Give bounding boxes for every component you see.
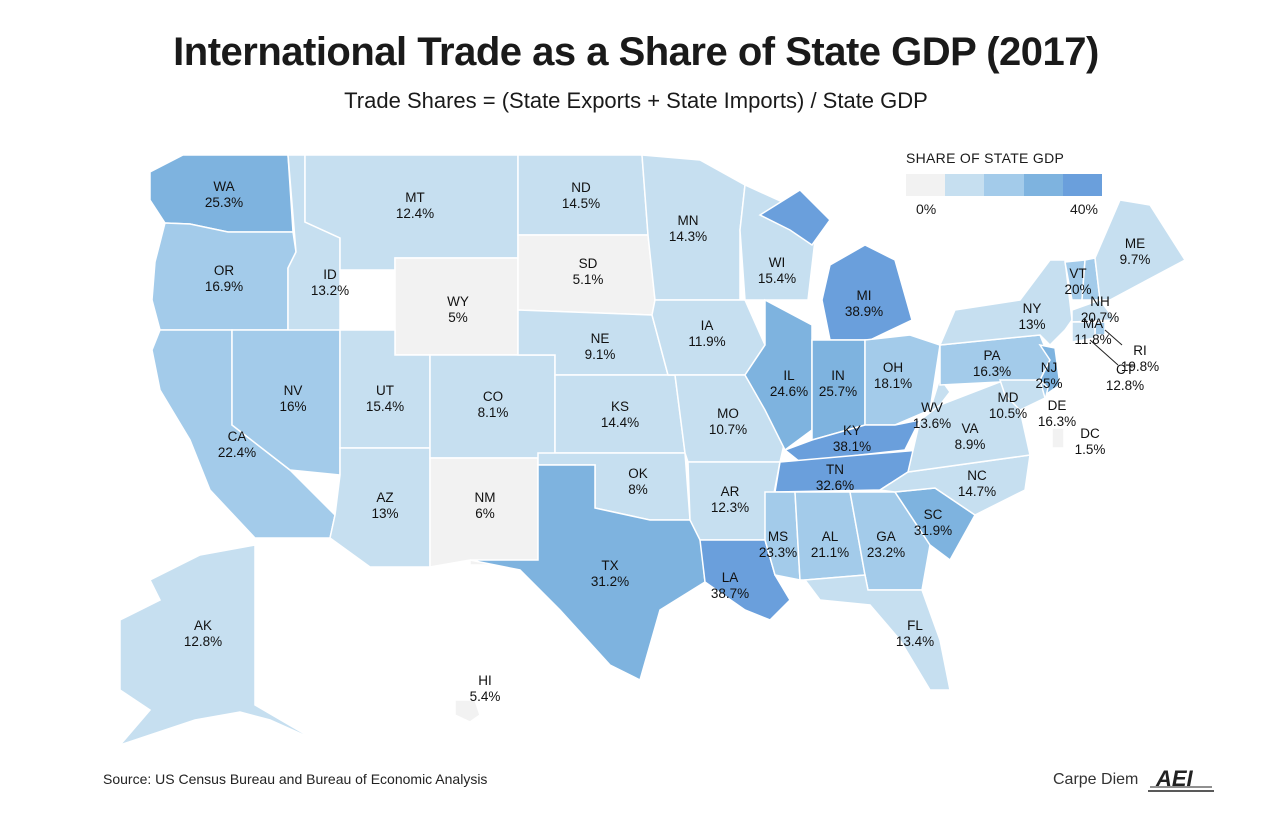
state-label-ca: CA 22.4%	[218, 429, 256, 460]
state-label-mo: MO 10.7%	[709, 406, 747, 437]
state-label-fl: FL 13.4%	[896, 618, 934, 649]
state-fl[interactable]	[803, 574, 951, 691]
state-label-md: MD 10.5%	[989, 390, 1027, 421]
legend: SHARE OF STATE GDP 0% 40%	[906, 150, 1106, 217]
state-label-az: AZ 13%	[371, 490, 398, 521]
state-label-ms: MS 23.3%	[759, 529, 797, 560]
state-label-wi: WI 15.4%	[758, 255, 796, 286]
state-label-la: LA 38.7%	[711, 570, 749, 601]
state-label-ar: AR 12.3%	[711, 484, 749, 515]
state-label-al: AL 21.1%	[811, 529, 849, 560]
legend-title: SHARE OF STATE GDP	[906, 150, 1065, 166]
state-label-il: IL 24.6%	[770, 368, 808, 399]
state-label-tx: TX 31.2%	[591, 558, 629, 589]
state-ny[interactable]	[938, 259, 1073, 347]
state-label-mi: MI 38.9%	[845, 288, 883, 319]
state-dc[interactable]	[1051, 427, 1065, 449]
state-nd[interactable]	[517, 154, 649, 236]
state-mn[interactable]	[641, 154, 746, 301]
state-label-me: ME 9.7%	[1120, 236, 1151, 267]
state-label-ne: NE 9.1%	[585, 331, 616, 362]
state-label-nv: NV 16%	[279, 383, 306, 414]
legend-swatch	[906, 174, 946, 196]
state-shapes	[117, 154, 1187, 747]
state-hi[interactable]	[454, 699, 481, 723]
aei-logo: AEI	[1148, 767, 1215, 792]
map-title: International Trade as a Share of State …	[173, 30, 1099, 74]
state-ct[interactable]	[1071, 321, 1096, 343]
state-label-co: CO 8.1%	[478, 389, 509, 420]
brand: Carpe Diem AEI	[1053, 767, 1216, 793]
state-label-ma: MA 11.8%	[1074, 316, 1111, 347]
state-ks[interactable]	[554, 374, 686, 454]
state-mi-upper-peninsula[interactable]	[758, 189, 831, 247]
state-label-wv: WV 13.6%	[913, 400, 951, 431]
legend-min-label: 0%	[916, 201, 937, 217]
state-ms[interactable]	[764, 491, 801, 581]
state-label-nd: ND 14.5%	[562, 180, 600, 211]
state-label-wa: WA 25.3%	[205, 179, 243, 210]
state-tx[interactable]	[469, 464, 706, 682]
state-label-pa: PA 16.3%	[973, 348, 1011, 379]
legend-swatch	[945, 174, 985, 196]
state-label-nm: NM 6%	[475, 490, 496, 521]
leader-line	[1089, 339, 1119, 366]
state-label-id: ID 13.2%	[311, 267, 349, 298]
state-label-sd: SD 5.1%	[573, 256, 604, 287]
state-label-hi: HI 5.4%	[470, 673, 501, 704]
leader-line	[1104, 329, 1123, 346]
state-label-vt: VT 20%	[1064, 266, 1091, 297]
state-label-ri: RI 19.8%	[1121, 343, 1159, 374]
state-nc[interactable]	[877, 454, 1031, 516]
state-label-mt: MT 12.4%	[396, 190, 434, 221]
state-mi[interactable]	[821, 244, 913, 341]
state-label-tn: TN 32.6%	[816, 462, 854, 493]
state-label-wy: WY 5%	[447, 294, 469, 325]
state-ak[interactable]	[117, 544, 316, 747]
legend-color-scale	[906, 174, 1103, 196]
state-label-ks: KS 14.4%	[601, 399, 639, 430]
state-label-in: IN 25.7%	[819, 368, 857, 399]
state-label-ok: OK 8%	[628, 466, 648, 497]
state-label-oh: OH 18.1%	[874, 360, 912, 391]
legend-max-label: 40%	[1069, 201, 1098, 217]
state-label-ct: CT 12.8%	[1106, 362, 1144, 393]
source-note: Source: US Census Bureau and Bureau of E…	[103, 771, 488, 787]
svg-text:AEI: AEI	[1155, 767, 1194, 791]
state-labels: WA 25.3% OR 16.9% CA 22.4% ID 13.2% NV 16% MT 12.4%…	[184, 179, 1159, 704]
state-label-ia: IA 11.9%	[688, 318, 725, 349]
state-label-ky: KY 38.1%	[833, 423, 871, 454]
map-subtitle: Trade Shares = (State Exports + State Im…	[344, 88, 928, 113]
legend-swatch	[1023, 174, 1063, 196]
legend-swatch	[1062, 174, 1103, 196]
state-label-nc: NC 14.7%	[958, 468, 996, 499]
state-nv[interactable]	[231, 329, 341, 476]
state-label-sc: SC 31.9%	[914, 507, 952, 538]
state-label-or: OR 16.9%	[205, 263, 243, 294]
state-label-ga: GA 23.2%	[867, 529, 905, 560]
state-label-nj: NJ 25%	[1035, 360, 1062, 391]
state-label-dc: DC 1.5%	[1075, 426, 1106, 457]
state-label-va: VA 8.9%	[955, 421, 986, 452]
state-md[interactable]	[998, 379, 1046, 411]
state-ma[interactable]	[1071, 299, 1117, 323]
state-label-de: DE 16.3%	[1038, 398, 1076, 429]
state-label-nh: NH 20.7%	[1081, 294, 1119, 325]
state-label-ny: NY 13%	[1018, 301, 1045, 332]
state-label-ut: UT 15.4%	[366, 383, 404, 414]
state-label-mn: MN 14.3%	[669, 213, 707, 244]
brand-text: Carpe Diem	[1053, 771, 1139, 788]
legend-swatch	[984, 174, 1024, 196]
state-label-ak: AK 12.8%	[184, 618, 222, 649]
